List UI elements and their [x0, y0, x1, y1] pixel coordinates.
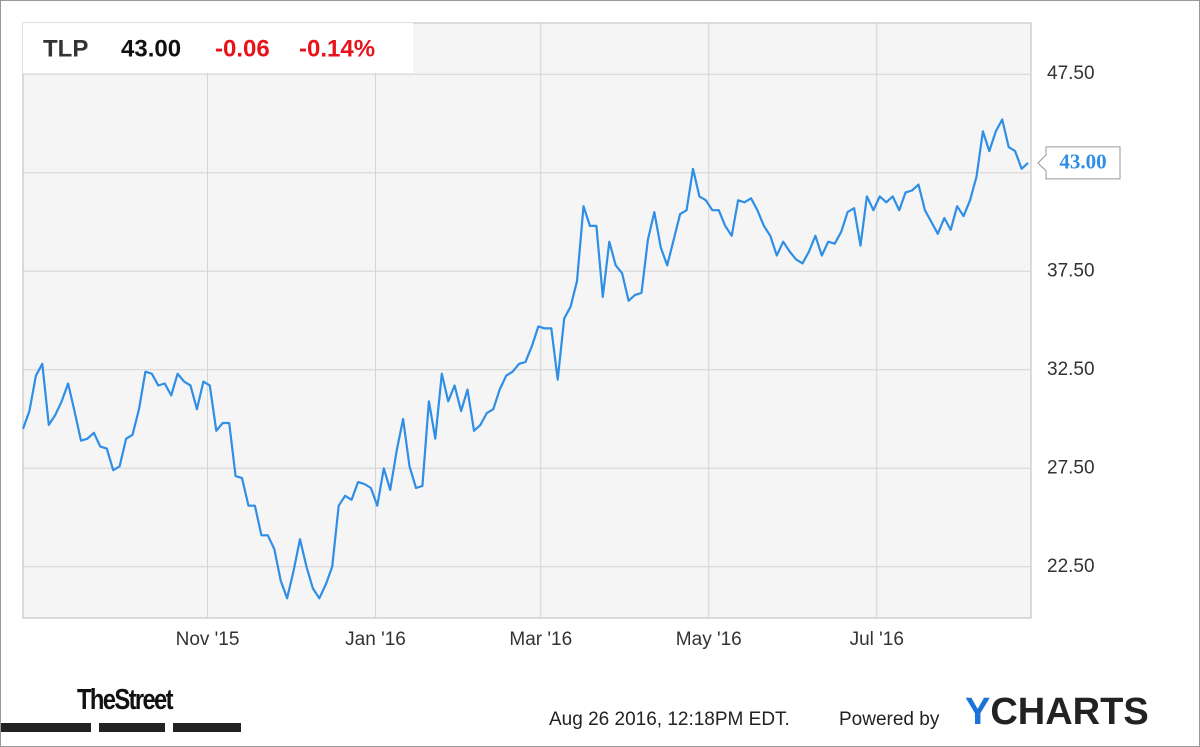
- price: 43.00: [121, 35, 181, 62]
- brand-logo: YCHARTS: [965, 691, 1149, 733]
- timestamp: Aug 26 2016, 12:18PM EDT.: [549, 709, 790, 730]
- x-tick-label: Nov '15: [176, 629, 240, 650]
- source-logo: TheStreet: [77, 684, 174, 716]
- change-pct: -0.14%: [299, 35, 375, 62]
- powered-by: Powered by: [839, 709, 940, 730]
- y-tick-label: 22.50: [1047, 556, 1095, 577]
- symbol: TLP: [43, 35, 88, 62]
- logo-bar: [23, 723, 91, 732]
- x-tick-label: May '16: [676, 629, 742, 650]
- y-tick-label: 32.50: [1047, 359, 1095, 380]
- price-line: [21, 118, 1029, 600]
- change: -0.06: [215, 35, 270, 62]
- header-box: [23, 23, 413, 73]
- x-tick-label: Mar '16: [509, 629, 572, 650]
- plot-area: [22, 22, 1032, 619]
- y-tick-label: 37.50: [1047, 260, 1095, 281]
- logo-bar: [173, 723, 241, 732]
- value-label-box: [1037, 146, 1121, 180]
- x-tick-label: Jul '16: [850, 629, 904, 650]
- x-tick-label: Jan '16: [345, 629, 406, 650]
- value-label: 43.00: [1059, 150, 1106, 174]
- y-tick-label: 47.50: [1047, 63, 1095, 84]
- y-tick-label: 27.50: [1047, 457, 1095, 478]
- logo-bar: [99, 723, 165, 732]
